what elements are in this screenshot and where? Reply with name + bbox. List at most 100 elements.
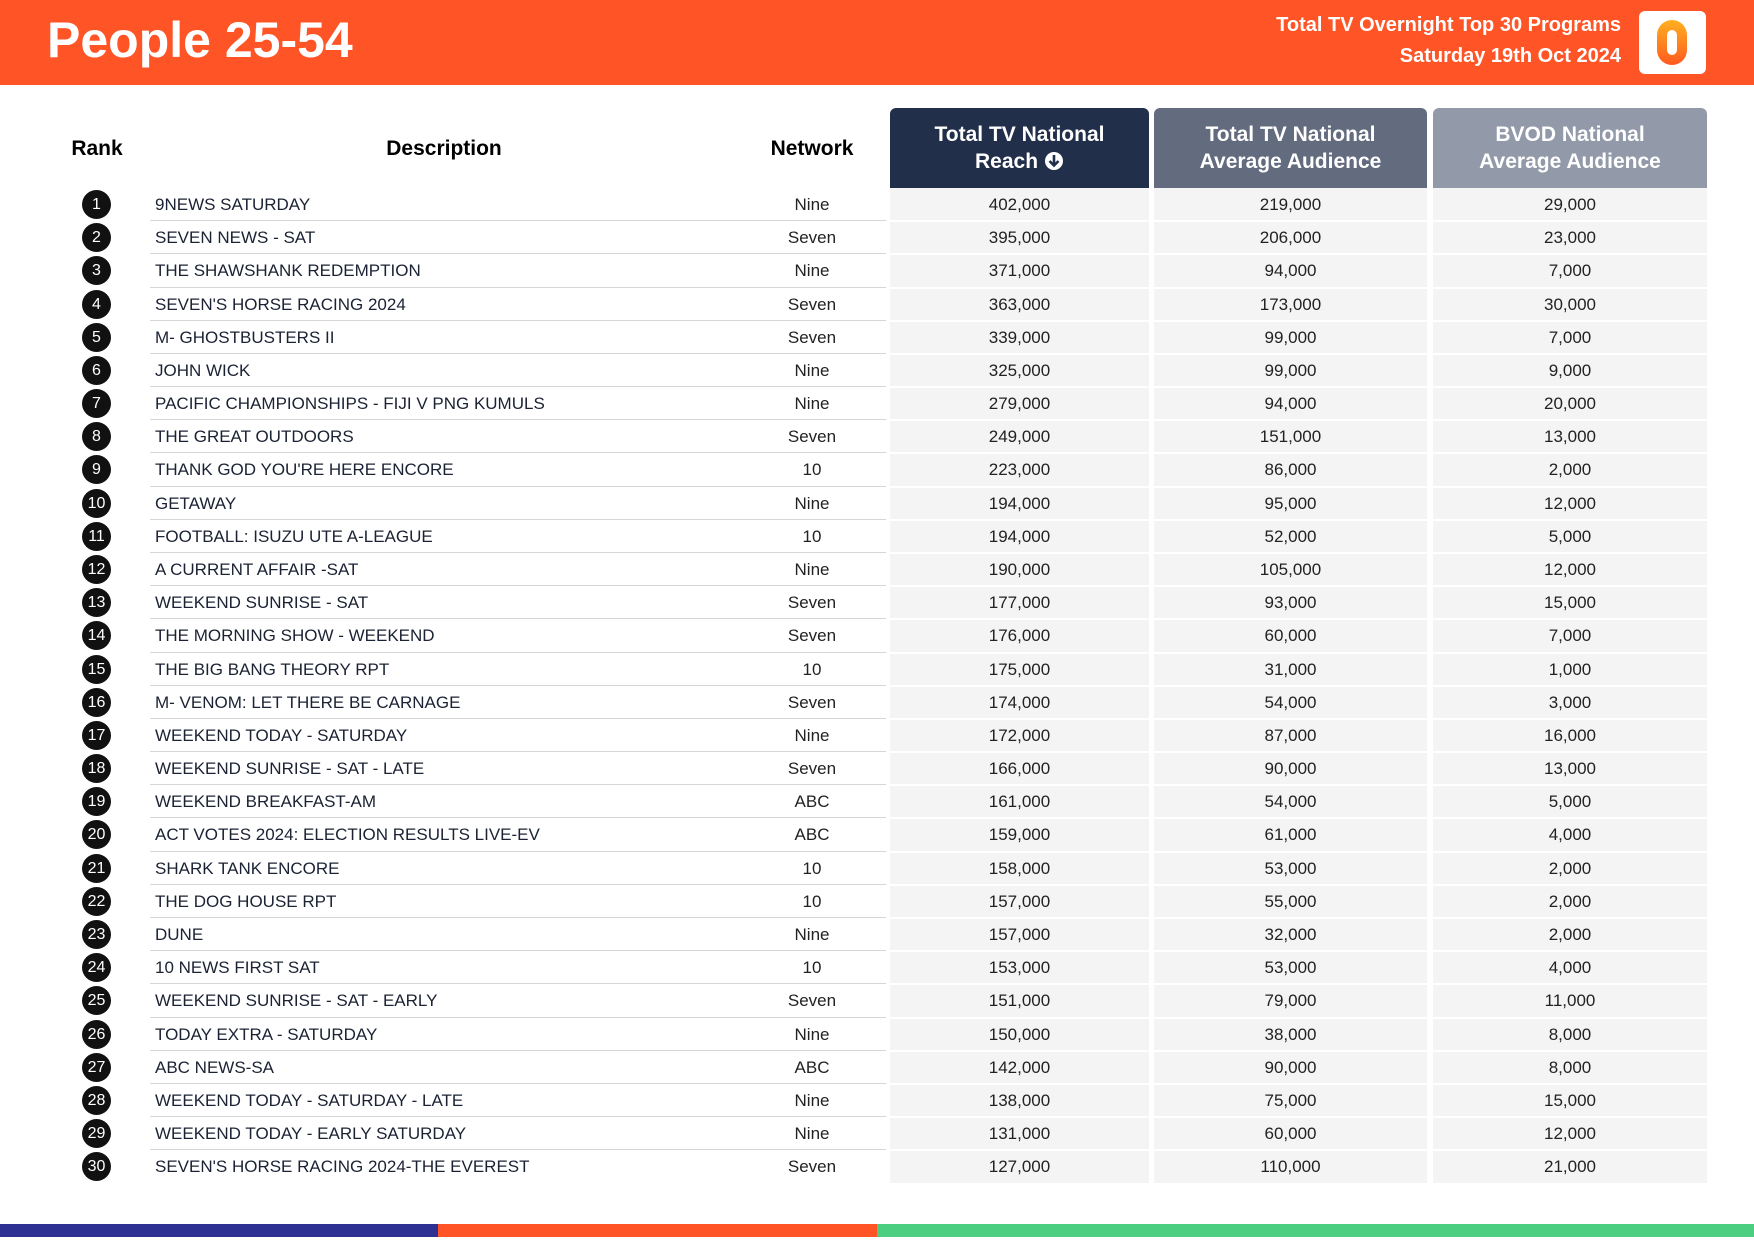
network: Seven [787, 692, 837, 712]
program-name: WEEKEND TODAY - SATURDAY [155, 725, 408, 745]
row-separator [150, 1149, 738, 1151]
rank-badge: 10 [82, 488, 111, 518]
row-separator [1433, 784, 1707, 787]
metric-value: 93,000 [1264, 593, 1317, 613]
metric-value: 131,000 [988, 1124, 1051, 1144]
row-separator [890, 220, 1149, 223]
row-separator [1154, 1116, 1427, 1119]
program-name: ABC NEWS-SA [155, 1057, 275, 1077]
row-separator [150, 983, 738, 985]
network: 10 [802, 858, 822, 878]
footer-stripe [0, 1224, 438, 1237]
row-separator [150, 916, 738, 918]
metric-value: 190,000 [988, 559, 1051, 579]
rank-badge: 3 [82, 256, 111, 286]
row-separator [1433, 286, 1707, 289]
metric-value: 172,000 [988, 725, 1051, 745]
network: Seven [787, 593, 837, 613]
metric-value: 157,000 [988, 924, 1051, 944]
row-separator [1433, 950, 1707, 953]
metric-value: 4,000 [1548, 958, 1592, 978]
row-separator [738, 585, 886, 587]
metric-value: 54,000 [1264, 792, 1317, 812]
row-separator [150, 220, 738, 222]
metric-value: 13,000 [1544, 759, 1596, 779]
metric-value: 54,000 [1264, 692, 1317, 712]
row-separator [738, 983, 886, 985]
network: Seven [787, 759, 837, 779]
row-separator [1154, 850, 1427, 853]
logo-icon [1657, 20, 1687, 65]
program-name: SEVEN'S HORSE RACING 2024 [155, 294, 406, 314]
row-separator [738, 1116, 886, 1118]
column-header: Network [738, 108, 886, 188]
metric-value: 219,000 [1259, 195, 1322, 214]
row-separator [890, 319, 1149, 322]
row-separator [1154, 319, 1427, 322]
metric-value: 2,000 [1548, 891, 1592, 911]
metric-value: 127,000 [988, 1157, 1051, 1177]
metric-value: 150,000 [988, 1024, 1051, 1044]
network: Seven [787, 626, 837, 646]
column-header-text: BVOD National [1495, 123, 1645, 146]
row-separator [1154, 452, 1427, 455]
metric-value: 53,000 [1264, 858, 1317, 878]
row-separator [1154, 950, 1427, 953]
row-separator [150, 1082, 738, 1084]
row-separator [150, 485, 738, 487]
column-header-text: Total TV National [1205, 123, 1376, 146]
row-separator [890, 684, 1149, 687]
row-separator [150, 585, 738, 587]
program-name: THE DOG HOUSE RPT [155, 891, 337, 911]
row-separator [1154, 883, 1427, 886]
rank-badge: 6 [82, 355, 111, 385]
program-name: ACT VOTES 2024: ELECTION RESULTS LIVE-EV [155, 825, 540, 845]
network: Seven [787, 427, 837, 447]
network: Seven [787, 991, 837, 1011]
rank-badge: 12 [82, 554, 111, 584]
program-name: JOHN WICK [155, 360, 251, 380]
rank-badge: 2 [82, 223, 111, 253]
network: Nine [794, 394, 830, 414]
rank-badge: 26 [82, 1019, 111, 1049]
row-separator [150, 452, 738, 454]
program-name: WEEKEND SUNRISE - SAT [155, 593, 369, 613]
metric-value: 87,000 [1264, 725, 1317, 745]
program-name: THANK GOD YOU'RE HERE ENCORE [155, 460, 454, 480]
rank-badge: 23 [82, 919, 111, 949]
column-header-text: Description [386, 136, 502, 160]
network: 10 [802, 659, 822, 679]
row-separator [738, 817, 886, 819]
row-separator [150, 518, 738, 520]
row-separator [1154, 352, 1427, 355]
row-separator [738, 386, 886, 388]
row-separator [1154, 784, 1427, 787]
metric-value: 138,000 [988, 1090, 1051, 1110]
metric-value: 90,000 [1264, 759, 1317, 779]
row-separator [1433, 717, 1707, 720]
row-separator [738, 1016, 886, 1018]
metric-value: 52,000 [1264, 526, 1317, 546]
metric-value: 60,000 [1264, 626, 1317, 646]
metric-value: 166,000 [988, 759, 1051, 779]
rank-badge: 11 [82, 521, 111, 551]
row-separator [1154, 817, 1427, 820]
row-separator [738, 319, 886, 321]
metric-value: 402,000 [988, 195, 1051, 214]
header-bar [0, 0, 1754, 85]
metric-value: 29,000 [1544, 195, 1596, 214]
row-separator [738, 717, 886, 719]
metric-value: 7,000 [1548, 327, 1592, 347]
row-separator [890, 1016, 1149, 1019]
metric-value: 31,000 [1264, 659, 1317, 679]
metric-value: 79,000 [1264, 991, 1317, 1011]
metric-value: 177,000 [988, 593, 1051, 613]
metric-value: 161,000 [988, 792, 1051, 812]
metric-value: 12,000 [1544, 559, 1596, 579]
row-separator [738, 485, 886, 487]
row-separator [1154, 983, 1427, 986]
metric-value: 8,000 [1548, 1057, 1592, 1077]
program-name: WEEKEND SUNRISE - SAT - LATE [155, 759, 425, 779]
metric-value: 158,000 [988, 858, 1051, 878]
row-separator [738, 1082, 886, 1084]
